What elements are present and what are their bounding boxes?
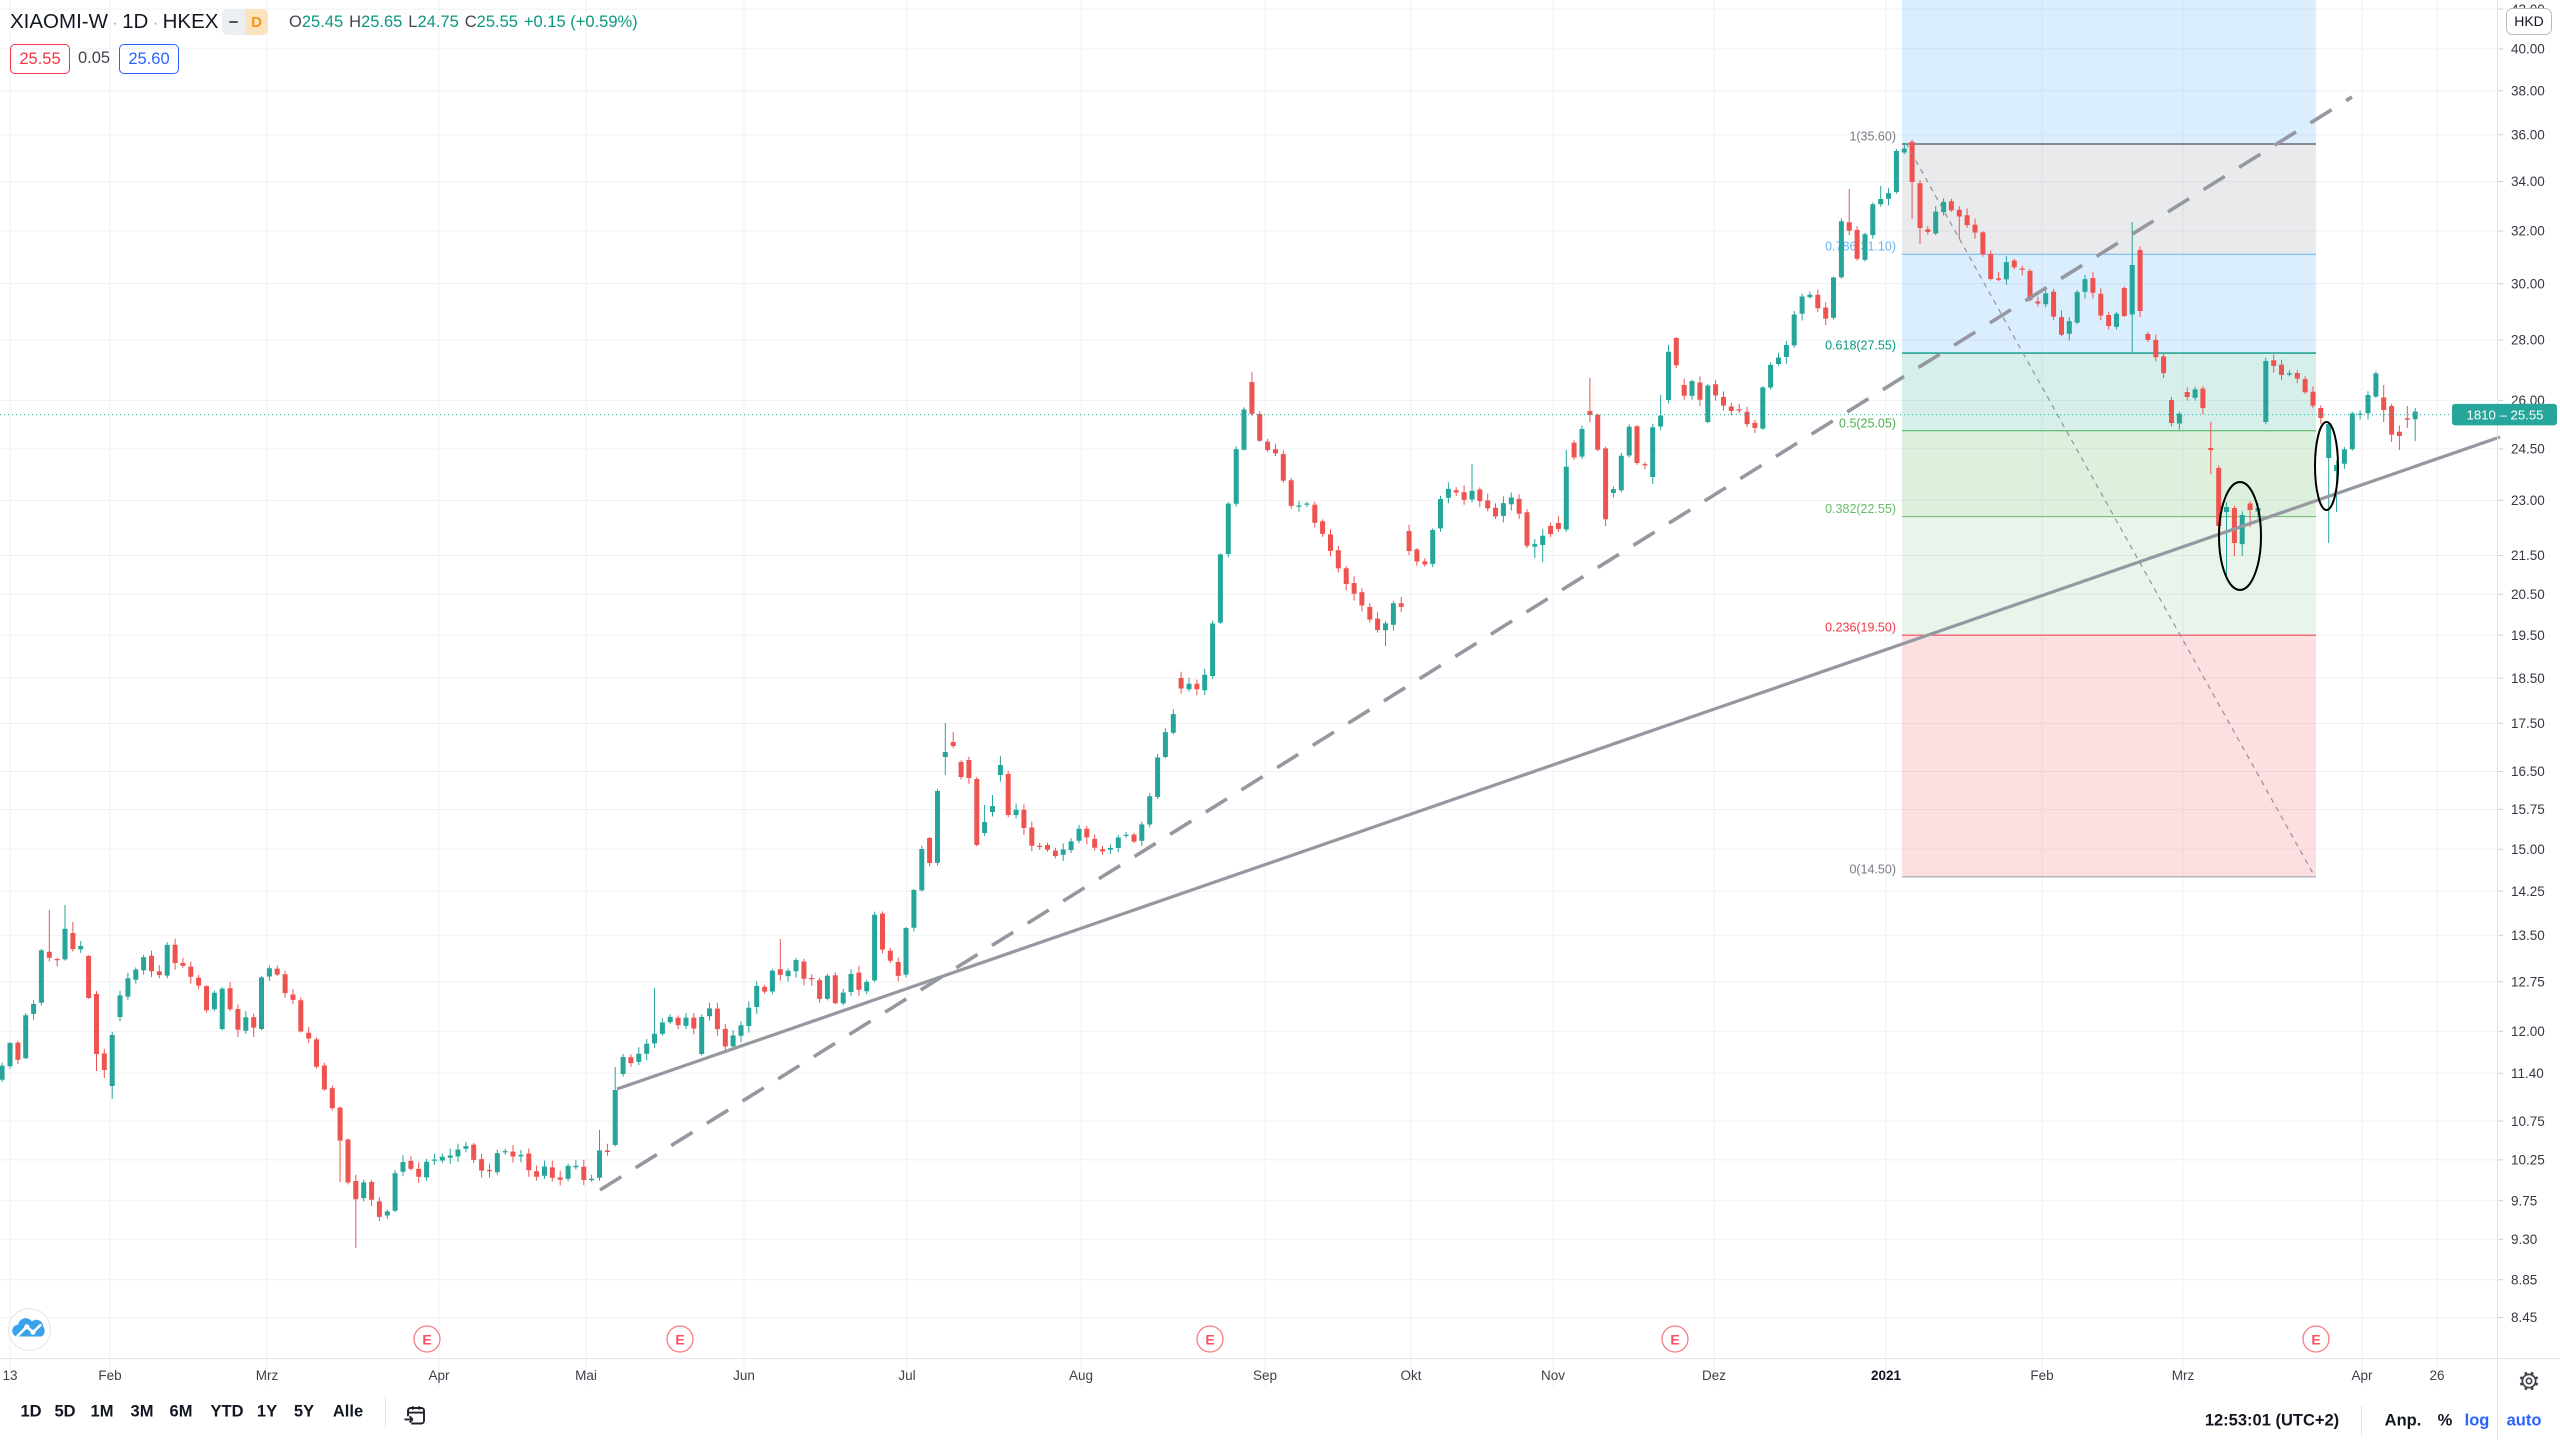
svg-text:34.00: 34.00 <box>2511 174 2545 189</box>
svg-text:36.00: 36.00 <box>2511 128 2545 143</box>
svg-text:Aug: Aug <box>1069 1368 1093 1383</box>
svg-text:28.00: 28.00 <box>2511 333 2545 348</box>
svg-text:20.50: 20.50 <box>2511 587 2545 602</box>
svg-text:24.50: 24.50 <box>2511 442 2545 457</box>
svg-text:E: E <box>1205 1332 1214 1348</box>
svg-text:E: E <box>2311 1332 2320 1348</box>
svg-text:Jun: Jun <box>733 1368 755 1383</box>
svg-text:16.50: 16.50 <box>2511 764 2545 779</box>
svg-text:21.50: 21.50 <box>2511 548 2545 563</box>
svg-text:Mrz: Mrz <box>256 1368 279 1383</box>
svg-text:9.30: 9.30 <box>2511 1232 2537 1247</box>
svg-text:Jul: Jul <box>898 1368 915 1383</box>
svg-text:26: 26 <box>2429 1368 2444 1383</box>
svg-text:17.50: 17.50 <box>2511 716 2545 731</box>
svg-text:15.00: 15.00 <box>2511 842 2545 857</box>
svg-text:11.40: 11.40 <box>2511 1066 2544 1081</box>
svg-text:9.75: 9.75 <box>2511 1193 2537 1208</box>
svg-text:0.382(22.55): 0.382(22.55) <box>1825 502 1896 516</box>
svg-text:8.45: 8.45 <box>2511 1310 2537 1325</box>
svg-text:Okt: Okt <box>1400 1368 1421 1383</box>
svg-text:1810 – 25.55: 1810 – 25.55 <box>2466 407 2543 422</box>
svg-text:13: 13 <box>2 1368 17 1383</box>
svg-text:19.50: 19.50 <box>2511 628 2545 643</box>
svg-text:2021: 2021 <box>1871 1368 1902 1383</box>
svg-text:38.00: 38.00 <box>2511 83 2545 98</box>
svg-text:10.25: 10.25 <box>2511 1153 2545 1168</box>
svg-text:E: E <box>1670 1332 1679 1348</box>
svg-text:Nov: Nov <box>1541 1368 1565 1383</box>
svg-text:10.75: 10.75 <box>2511 1114 2545 1129</box>
svg-text:0.618(27.55): 0.618(27.55) <box>1825 339 1896 353</box>
svg-text:HKD: HKD <box>2514 13 2544 29</box>
svg-text:12.00: 12.00 <box>2511 1024 2545 1039</box>
svg-text:13.50: 13.50 <box>2511 928 2545 943</box>
svg-text:0(14.50): 0(14.50) <box>1849 862 1896 876</box>
svg-text:12.75: 12.75 <box>2511 975 2545 990</box>
svg-text:Sep: Sep <box>1253 1368 1277 1383</box>
svg-text:Dez: Dez <box>1702 1368 1726 1383</box>
svg-text:32.00: 32.00 <box>2511 224 2545 239</box>
svg-text:1(35.60): 1(35.60) <box>1849 130 1896 144</box>
svg-text:Feb: Feb <box>2030 1368 2053 1383</box>
svg-text:Mai: Mai <box>575 1368 597 1383</box>
svg-text:30.00: 30.00 <box>2511 276 2545 291</box>
svg-text:E: E <box>422 1332 431 1348</box>
svg-text:Apr: Apr <box>2351 1368 2373 1383</box>
svg-text:23.00: 23.00 <box>2511 493 2545 508</box>
svg-text:Feb: Feb <box>98 1368 121 1383</box>
svg-text:Mrz: Mrz <box>2172 1368 2195 1383</box>
svg-text:40.00: 40.00 <box>2511 42 2545 57</box>
svg-text:Apr: Apr <box>428 1368 450 1383</box>
svg-text:0.5(25.05): 0.5(25.05) <box>1839 416 1896 430</box>
svg-text:18.50: 18.50 <box>2511 671 2545 686</box>
svg-text:E: E <box>675 1332 684 1348</box>
svg-text:14.25: 14.25 <box>2511 884 2545 899</box>
svg-text:8.85: 8.85 <box>2511 1273 2537 1288</box>
svg-text:0.786(31.10): 0.786(31.10) <box>1825 240 1896 254</box>
svg-text:0.236(19.50): 0.236(19.50) <box>1825 621 1896 635</box>
svg-text:15.75: 15.75 <box>2511 802 2545 817</box>
